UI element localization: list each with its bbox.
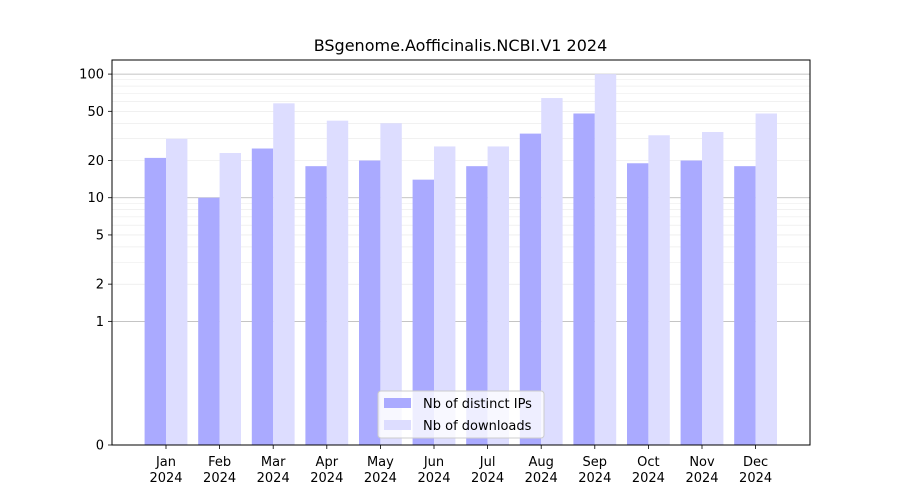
bar-distinct-ips — [359, 160, 381, 445]
x-tick-label: Mar 2024 — [257, 455, 290, 486]
y-tick-label: 100 — [79, 68, 104, 83]
bars — [144, 74, 777, 446]
bar-downloads — [273, 103, 295, 445]
y-tick-label: 0 — [96, 439, 104, 454]
bar-downloads — [326, 120, 349, 446]
bar-distinct-ips — [412, 179, 434, 446]
x-tick-label: Apr 2024 — [310, 455, 343, 486]
bar-distinct-ips — [305, 166, 327, 445]
bar-downloads — [219, 153, 241, 445]
bar-downloads — [434, 146, 456, 445]
x-tick-label: Aug 2024 — [525, 455, 558, 486]
bar-downloads — [702, 132, 724, 446]
bar-downloads — [380, 123, 402, 445]
x-tick-label: Nov 2024 — [685, 455, 718, 486]
bar-distinct-ips — [573, 113, 595, 446]
bar-distinct-ips — [680, 160, 702, 445]
x-tick-label: Jul 2024 — [471, 455, 504, 486]
legend-label-ips: Nb of distinct IPs — [423, 397, 532, 412]
y-tick-label: 10 — [87, 191, 104, 206]
bar-distinct-ips — [466, 166, 488, 445]
y-tick-label: 2 — [96, 278, 104, 293]
y-tick-label: 5 — [96, 228, 104, 243]
bar-distinct-ips — [627, 163, 649, 445]
x-tick-label: Dec 2024 — [739, 455, 772, 486]
axes-frame — [111, 59, 811, 446]
x-tick-label: May 2024 — [364, 455, 397, 486]
x-tick-label: Sep 2024 — [578, 455, 611, 486]
y-tick-label: 50 — [87, 105, 104, 120]
legend-swatch-downloads — [384, 420, 411, 430]
bar-downloads — [594, 74, 617, 446]
bar-distinct-ips — [251, 148, 274, 445]
legend-label-downloads: Nb of downloads — [423, 419, 532, 434]
bar-distinct-ips — [519, 133, 542, 445]
x-axis-ticks: Jan 2024 Feb 2024 Mar 2024 Apr 2024 May 2024 Jun 20… — [149, 445, 772, 486]
bar-distinct-ips — [144, 157, 166, 446]
legend-swatch-ips — [384, 398, 411, 408]
x-tick-label: Jan 2024 — [149, 455, 182, 486]
bar-downloads — [166, 138, 188, 446]
bar-downloads — [755, 113, 777, 446]
x-tick-label: Feb 2024 — [203, 455, 236, 486]
bar-downloads — [487, 146, 509, 445]
chart-title: BSgenome.Aofficinalis.NCBI.V1 2024 — [314, 36, 608, 55]
x-tick-label: Oct 2024 — [632, 455, 665, 486]
legend: Nb of distinct IPs Nb of downloads — [377, 390, 545, 439]
y-tick-label: 1 — [96, 315, 104, 330]
bar-distinct-ips — [734, 166, 756, 445]
bar-distinct-ips — [198, 197, 220, 445]
legend-box — [377, 390, 545, 439]
y-axis-ticks: 0 1 2 5 10 20 50 100 — [79, 68, 112, 454]
y-tick-label: 20 — [87, 154, 104, 169]
bar-downloads — [648, 135, 670, 445]
x-tick-label: Jun 2024 — [417, 455, 450, 486]
bar-downloads — [541, 98, 563, 445]
